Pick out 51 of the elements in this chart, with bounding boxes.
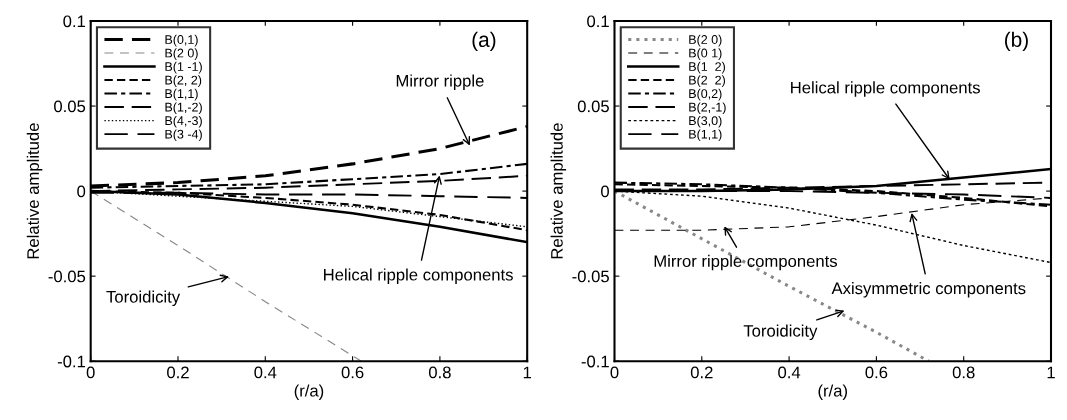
y-axis-title: Relative amplitude xyxy=(550,123,567,259)
x-axis-title: (r/a) xyxy=(818,384,847,400)
y-tick-label: 0.1 xyxy=(63,15,86,28)
x-tick-label: 0.8 xyxy=(428,366,451,379)
y-axis-title: Relative amplitude xyxy=(26,123,43,259)
y-tick-label: -0.05 xyxy=(48,270,86,283)
legend-label: B(0 1) xyxy=(689,48,722,60)
annotation: Toroidicity xyxy=(743,324,818,341)
legend-label: B(4,-3) xyxy=(165,115,202,128)
y-tick-label: 0.05 xyxy=(577,100,609,113)
annotation: Toroidicity xyxy=(106,290,181,307)
annotation: Mirror ripple xyxy=(396,74,484,90)
annotation: Helical ripple components xyxy=(791,81,980,97)
legend-label: B(2 0) xyxy=(165,48,198,60)
x-tick-label: 0.2 xyxy=(690,366,713,379)
annotation: (a) xyxy=(472,31,496,52)
legend-label: B(1,1) xyxy=(689,129,722,142)
legend-label: B(1,-2) xyxy=(165,102,202,115)
x-tick-label: 1 xyxy=(1047,366,1055,379)
y-tick-label: -0.1 xyxy=(581,355,609,368)
legend-label: B(2,-1) xyxy=(689,102,726,115)
x-tick-label: 0.6 xyxy=(865,366,888,379)
legend-label: B(0,2) xyxy=(689,88,722,101)
legend-label: B(3,0) xyxy=(689,115,722,128)
x-axis-title: (r/a) xyxy=(294,384,324,400)
annotation: (b) xyxy=(1005,31,1028,52)
legend-label: B(1 -1) xyxy=(165,61,202,74)
annotation: Mirror ripple components xyxy=(654,254,838,271)
legend-label: B(1 2) xyxy=(689,61,725,74)
annotation: Axisymmetric components xyxy=(831,281,1026,298)
x-tick-label: 0.2 xyxy=(167,366,189,379)
y-tick-label: 0 xyxy=(601,185,609,198)
legend-label: B(3 -4) xyxy=(165,129,202,142)
x-tick-label: 0.4 xyxy=(778,366,801,379)
y-tick-label: -0.1 xyxy=(57,355,86,368)
x-tick-label: 0 xyxy=(610,366,619,379)
legend-label: B(2 0) xyxy=(689,34,722,47)
x-tick-label: 0.6 xyxy=(341,366,364,379)
legend-label: B(2 2) xyxy=(689,75,725,87)
legend-label: B(2, 2) xyxy=(165,75,202,87)
x-tick-label: 1 xyxy=(523,366,532,379)
y-tick-label: 0 xyxy=(77,185,86,198)
x-tick-label: 0.4 xyxy=(254,366,277,379)
annotation: Helical ripple components xyxy=(324,268,513,284)
legend-label: B(1,1) xyxy=(165,88,198,101)
y-tick-label: 0.1 xyxy=(587,15,609,28)
y-tick-label: 0.05 xyxy=(54,100,86,113)
legend-label: B(0,1) xyxy=(165,34,198,47)
x-tick-label: 0 xyxy=(86,366,95,379)
x-tick-label: 0.8 xyxy=(952,366,975,379)
y-tick-label: -0.05 xyxy=(572,270,609,283)
